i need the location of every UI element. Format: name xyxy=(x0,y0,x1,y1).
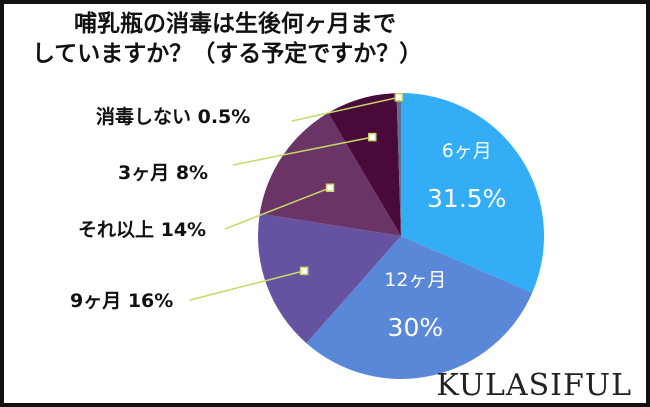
slice-category-label: 12ヶ月 xyxy=(384,269,446,291)
leader-line xyxy=(291,96,399,122)
pie-slice xyxy=(396,93,401,236)
pie-slice xyxy=(401,93,544,293)
callout-label-9months: 9ヶ月 16% xyxy=(70,290,174,312)
chart-title-line-1: 哺乳瓶の消毒は生後何ヶ月まで xyxy=(74,11,396,37)
slice-percent-label: 30% xyxy=(388,313,444,342)
pie-slice xyxy=(306,236,533,379)
callout-label-more: それ以上 14% xyxy=(78,219,207,241)
pie-slice xyxy=(328,93,401,237)
callout-label-none: 消毒しない 0.5% xyxy=(96,106,251,128)
leader-marker xyxy=(325,183,335,193)
leader-marker xyxy=(394,93,404,102)
slice-category-label: 6ヶ月 xyxy=(442,140,492,162)
pie-slice xyxy=(258,213,401,344)
chart-title: 哺乳瓶の消毒は生後何ヶ月まで していますか？（する予定ですか？） xyxy=(32,9,422,69)
chart-title-line-2: していますか？（する予定ですか？） xyxy=(32,41,423,67)
leader-marker xyxy=(368,132,377,142)
leader-line xyxy=(232,136,373,166)
callout-label-3months: 3ヶ月 8% xyxy=(118,162,209,184)
slice-percent-label: 31.5% xyxy=(427,184,506,213)
leader-marker xyxy=(299,266,309,276)
pie-slice xyxy=(259,112,401,236)
leader-line xyxy=(224,187,331,230)
brand-logo: KULASIFUL xyxy=(436,368,632,403)
leader-line xyxy=(189,270,305,301)
